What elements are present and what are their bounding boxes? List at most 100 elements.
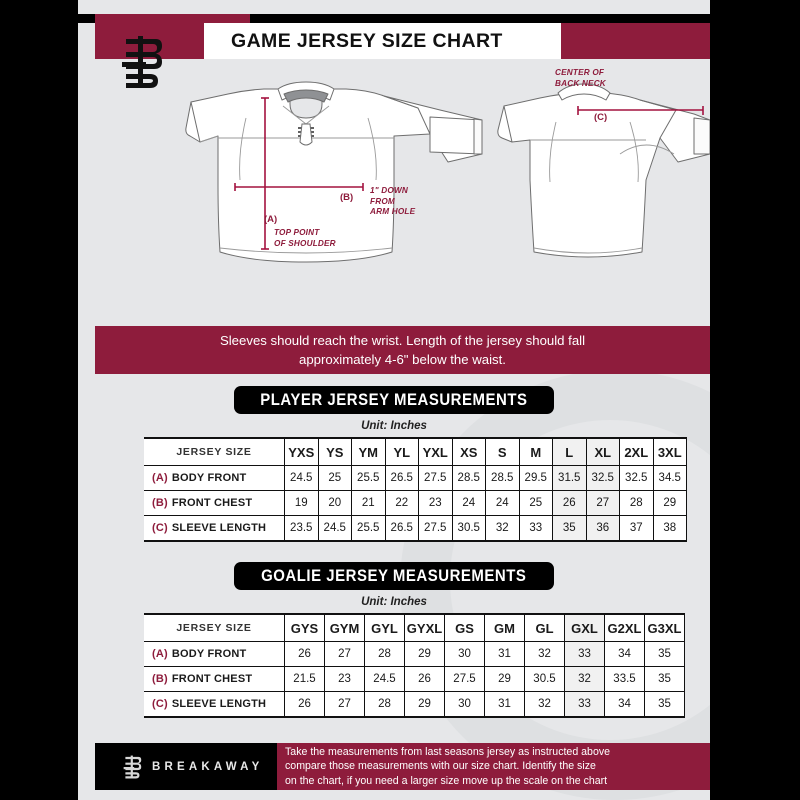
table-cell: 27 <box>324 641 365 667</box>
note-line1: Sleeves should reach the wrist. Length o… <box>219 333 586 348</box>
goalie-measurements-table: JERSEY SIZE GYS GYM GYL GYXL GS GM GL GXL G2XL G3X… <box>144 613 685 718</box>
size-chart-page: GAME JERSEY SIZE CHART <box>78 0 710 800</box>
callout-a-text: TOP POINT OF SHOULDER <box>274 228 336 249</box>
table-cell: 33 <box>564 641 605 667</box>
table-cell: 38 <box>652 515 687 542</box>
column-header-gym: GYM <box>324 613 365 642</box>
table-cell: 24 <box>451 490 486 516</box>
goalie-unit-label: Unit: Inches <box>361 596 427 608</box>
callout-c-line2: BACK NECK <box>555 78 606 88</box>
footer-brand-block: BREAKAWAY <box>95 743 277 790</box>
table-cell: 24.5 <box>364 666 405 692</box>
column-header-2xl: 2XL <box>619 437 654 466</box>
player-unit-label: Unit: Inches <box>361 420 427 432</box>
player-section-heading: PLAYER JERSEY MEASUREMENTS <box>234 386 554 414</box>
table-cell: 26.5 <box>384 515 419 542</box>
table-cell: 32 <box>524 691 565 718</box>
table-cell: 25 <box>518 490 553 516</box>
row-label: (C) SLEEVE LENGTH <box>144 691 285 718</box>
callout-c-text: CENTER OF BACK NECK <box>555 68 606 89</box>
table-cell: 24 <box>485 490 520 516</box>
table-cell: 21 <box>351 490 386 516</box>
table-cell: 32 <box>524 641 565 667</box>
player-measurements-table: JERSEY SIZE YXS YS YM YL YXL XS S M L XL 2XL 3XL (A) B… <box>144 437 687 542</box>
callout-a-line1: TOP POINT <box>274 228 320 237</box>
column-header-gl: GL <box>524 613 565 642</box>
table-cell: 30 <box>444 691 485 718</box>
table-cell: 36 <box>585 515 620 542</box>
table-cell: 34 <box>604 691 645 718</box>
column-header-g3xl: G3XL <box>644 613 685 642</box>
title-box: GAME JERSEY SIZE CHART <box>204 23 561 59</box>
row-tag: (A) <box>152 648 168 660</box>
table-cell: 27.5 <box>418 515 453 542</box>
footer-brand-name: BREAKAWAY <box>152 760 264 773</box>
table-cell: 26 <box>552 490 587 516</box>
row-tag: (C) <box>152 522 168 534</box>
table-cell: 28.5 <box>451 465 486 491</box>
table-cell: 29.5 <box>518 465 553 491</box>
table-cell: 25 <box>317 465 352 491</box>
jersey-diagram-svg <box>185 81 710 263</box>
column-header-gm: GM <box>484 613 525 642</box>
column-header-gyl: GYL <box>364 613 405 642</box>
table-cell: 33 <box>518 515 553 542</box>
row-label: (B) FRONT CHEST <box>144 490 285 516</box>
callout-b-line3: ARM HOLE <box>370 207 416 216</box>
table-cell: 27 <box>585 490 620 516</box>
goalie-heading-text: GOALIE JERSEY MEASUREMENTS <box>261 566 527 585</box>
top-accent-strip <box>78 14 710 23</box>
column-header-m: M <box>518 437 553 466</box>
callout-b-tag: (B) <box>340 192 354 203</box>
table-cell: 23 <box>324 666 365 692</box>
column-header-xl: XL <box>585 437 620 466</box>
table-cell: 28 <box>619 490 654 516</box>
column-header-ym: YM <box>351 437 386 466</box>
callout-a-line2: OF SHOULDER <box>274 238 336 248</box>
table-row: (C) SLEEVE LENGTH 23.5 24.5 25.5 26.5 27.5 30.5… <box>144 515 687 542</box>
table-cell: 29 <box>404 641 445 667</box>
column-header-yxs: YXS <box>284 437 319 466</box>
table-row: (B) FRONT CHEST 21.5 23 24.5 26 27.5 29 30.5 32 33… <box>144 666 685 692</box>
table-cell: 33 <box>564 691 605 718</box>
note-banner: Sleeves should reach the wrist. Length o… <box>95 326 710 374</box>
table-cell: 34 <box>604 641 645 667</box>
table-row: (B) FRONT CHEST 19 20 21 22 23 24 24 25 26 27 28 29 <box>144 490 687 516</box>
table-cell: 28.5 <box>485 465 520 491</box>
column-header-yxl: YXL <box>418 437 453 466</box>
callout-a-tag: (A) <box>264 214 278 225</box>
top-accent-maroon <box>95 14 250 23</box>
table-cell: 25.5 <box>351 515 386 542</box>
table-cell: 28 <box>364 691 405 718</box>
table-cell: 29 <box>652 490 687 516</box>
table-cell: 22 <box>384 490 419 516</box>
table-cell: 30 <box>444 641 485 667</box>
callout-c-tag: (C) <box>594 112 608 123</box>
footer-instructions: Take the measurements from last seasons … <box>277 743 710 790</box>
table-cell: 27.5 <box>418 465 453 491</box>
column-header-l: L <box>552 437 587 466</box>
row-label: (A) BODY FRONT <box>144 465 285 491</box>
player-heading-text: PLAYER JERSEY MEASUREMENTS <box>260 390 528 409</box>
table-cell: 26 <box>284 691 325 718</box>
table-cell: 24.5 <box>284 465 319 491</box>
table-cell: 27.5 <box>444 666 485 692</box>
table-cell: 23 <box>418 490 453 516</box>
breakaway-b-monogram-icon <box>116 34 166 88</box>
footer-breakaway-b-monogram-icon <box>123 755 142 778</box>
table-cell: 30.5 <box>524 666 565 692</box>
table-cell: 33.5 <box>604 666 645 692</box>
table-cell: 32.5 <box>619 465 654 491</box>
note-line2: approximately 4-6" below the waist. <box>298 352 506 367</box>
table-cell: 25.5 <box>351 465 386 491</box>
table-cell: 21.5 <box>284 666 325 692</box>
table-cell: 24.5 <box>317 515 352 542</box>
column-header-xs: XS <box>451 437 486 466</box>
table-cell: 20 <box>317 490 352 516</box>
column-header-g2xl: G2XL <box>604 613 645 642</box>
column-header-yl: YL <box>384 437 419 466</box>
table-cell: 35 <box>644 691 685 718</box>
footer-line1: Take the measurements from last seasons … <box>285 745 611 758</box>
table-cell: 19 <box>284 490 319 516</box>
